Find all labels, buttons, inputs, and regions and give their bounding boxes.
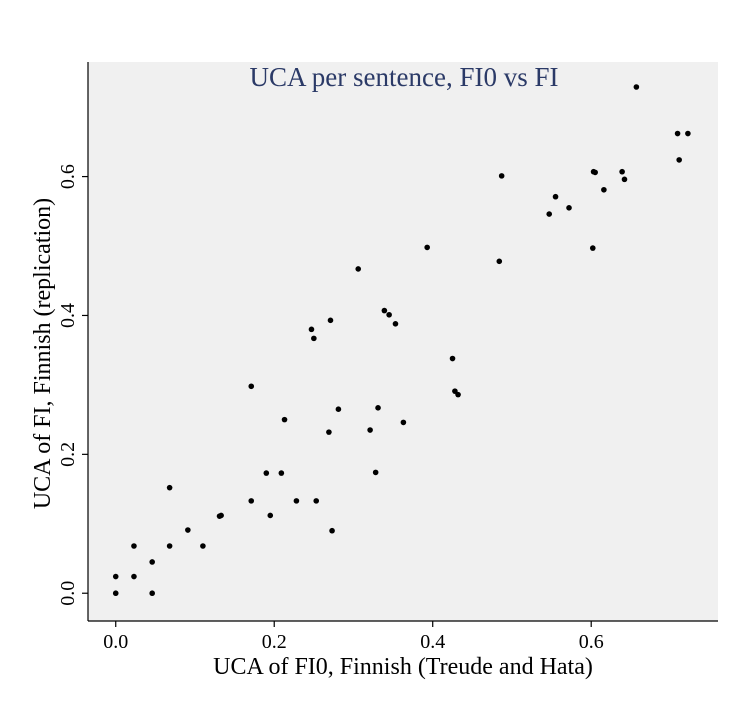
data-point (589, 245, 596, 251)
data-point (326, 429, 332, 435)
data-point (308, 326, 315, 333)
data-point (278, 470, 285, 476)
x-axis-ticks: 0.0 0.2 0.4 0.6 (103, 621, 604, 653)
data-point (131, 543, 137, 549)
data-point (327, 317, 334, 324)
data-point (498, 173, 505, 179)
data-point (601, 186, 607, 193)
data-point (381, 307, 388, 314)
data-points (112, 84, 691, 597)
data-point (386, 311, 392, 318)
data-point (552, 193, 559, 200)
data-point (248, 383, 255, 390)
data-point (149, 559, 155, 565)
data-point (392, 320, 399, 327)
data-point (166, 484, 173, 491)
data-point (263, 470, 270, 476)
y-tick-label: 0.0 (57, 581, 79, 606)
x-tick-label: 0.6 (579, 631, 604, 653)
data-point (166, 543, 173, 549)
y-tick-label: 0.2 (57, 442, 79, 467)
data-point (329, 527, 335, 534)
data-point (424, 244, 430, 251)
data-point (592, 169, 598, 176)
data-point (185, 527, 191, 533)
y-tick-label: 0.4 (57, 303, 79, 328)
data-point (621, 176, 628, 183)
data-point (685, 130, 691, 137)
data-point (676, 157, 682, 163)
data-point (566, 205, 572, 211)
data-point (112, 590, 119, 597)
data-point (546, 211, 553, 217)
data-point (112, 573, 119, 580)
data-point (149, 590, 155, 597)
data-point (455, 391, 461, 398)
x-axis-title: UCA of FI0, Finnish (Treude and Hata) (213, 654, 593, 680)
data-point (367, 427, 373, 433)
data-point (200, 543, 206, 549)
data-point (449, 355, 456, 362)
y-tick-label: 0.6 (57, 164, 79, 189)
data-point (496, 258, 503, 265)
data-point (619, 168, 625, 175)
data-point (311, 335, 317, 342)
data-point (267, 512, 274, 519)
data-point (218, 512, 224, 519)
data-point (335, 406, 342, 413)
data-point (248, 498, 255, 504)
data-point (372, 469, 379, 476)
x-tick-label: 0.0 (103, 631, 128, 653)
y-axis-ticks: 0.0 0.2 0.4 0.6 (57, 164, 88, 606)
data-point (355, 266, 362, 272)
x-tick-label: 0.4 (420, 631, 445, 653)
data-point (313, 498, 320, 504)
data-point (281, 416, 288, 423)
data-point (375, 405, 381, 411)
chart-title: UCA per sentence, FI0 vs FI (250, 62, 559, 92)
x-tick-label: 0.2 (262, 631, 287, 653)
plot-panel (88, 62, 718, 621)
data-point (633, 84, 640, 90)
data-point (400, 419, 407, 426)
data-point (293, 498, 300, 504)
data-point (131, 573, 137, 580)
y-axis-title: UCA of FI, Finnish (replication) (30, 198, 56, 509)
data-point (674, 130, 681, 137)
